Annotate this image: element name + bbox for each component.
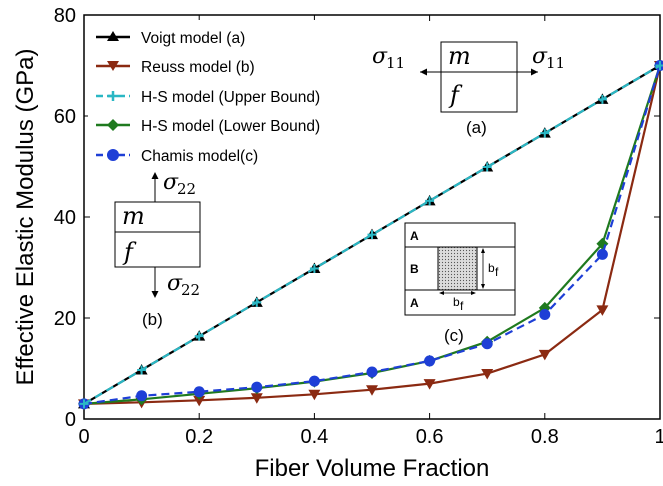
data-point-plus (655, 61, 663, 70)
data-point-triangle-down (596, 305, 609, 316)
y-axis-title: Effective Elastic Modulus (GPa) (12, 48, 39, 385)
legend-label: Voigt model (a) (141, 30, 245, 47)
data-point-circle (539, 308, 551, 320)
inset-c-width-dim-subscript: f (460, 299, 464, 313)
data-point-circle (596, 248, 608, 260)
inset-a-stress-right: σ (532, 44, 548, 69)
legend-marker-circle (107, 149, 119, 161)
inset-c-height-dim-subscript: f (495, 265, 499, 279)
legend-marker-triangle-down (107, 61, 119, 71)
data-point-circle (481, 338, 493, 350)
data-point-triangle-down (423, 379, 436, 390)
y-tick-label: 60 (54, 106, 76, 128)
data-point-plus (79, 399, 89, 409)
x-tick-label: 0.4 (300, 426, 328, 448)
inset-a-caption: (a) (466, 118, 487, 137)
legend-label: Chamis model(c) (141, 148, 258, 165)
inset-b-stress-bottom: σ (167, 271, 183, 296)
inset-b: m f σ 22 σ 22 (b) (114, 170, 201, 329)
x-axis-title: Fiber Volume Fraction (255, 455, 490, 482)
data-point-circle (308, 375, 320, 387)
inset-c: A B A b f b f (c) (404, 222, 516, 345)
data-point-circle (193, 386, 205, 398)
inset-b-matrix-label: m (122, 202, 145, 230)
legend-marker-plus (108, 91, 118, 101)
data-point-circle (366, 366, 378, 378)
inset-c-row-label: B (410, 262, 419, 276)
legend-item-voigt: Voigt model (a) (96, 30, 245, 47)
legend-item-hs-upper: H-S model (Upper Bound) (96, 89, 320, 106)
series-layer (78, 59, 663, 410)
series-line (83, 64, 661, 405)
left-arrow-icon (420, 68, 427, 76)
data-point-plus (194, 331, 204, 341)
inset-b-box (114, 201, 201, 268)
y-tick-label: 80 (54, 5, 76, 27)
data-point-triangle-down (308, 389, 321, 401)
legend-marker-diamond (107, 119, 119, 131)
x-tick-label: 0.6 (416, 426, 444, 448)
data-point-plus (137, 365, 147, 375)
legend-item-hs-lower: H-S model (Lower Bound) (96, 118, 320, 135)
inset-c-height-dim: b (488, 261, 495, 275)
series-2 (79, 61, 663, 409)
data-point-triangle-down (366, 385, 378, 396)
legend-marker-triangle-up (107, 31, 119, 41)
inset-a-box (440, 41, 518, 113)
x-tick-label: 1 (654, 426, 663, 448)
legend-label: H-S model (Lower Bound) (141, 118, 320, 135)
right-arrow-icon (531, 68, 538, 76)
up-arrow-icon (151, 172, 159, 179)
inset-b-caption: (b) (142, 310, 163, 329)
inset-a-matrix-label: m (448, 42, 471, 70)
legend: Voigt model (a) Reuss model (b) H-S mode… (88, 20, 393, 170)
data-point-circle (251, 381, 263, 393)
inset-c-width-dim: b (453, 295, 460, 309)
inset-b-stress-top-subscript: 22 (177, 180, 196, 198)
y-tick-label: 20 (54, 308, 76, 330)
x-tick-label: 0.8 (531, 426, 559, 448)
data-point-circle (424, 355, 436, 367)
y-tick-label: 0 (65, 409, 76, 431)
data-point-plus (309, 264, 319, 274)
x-tick-label: 0.2 (185, 426, 213, 448)
x-tick-label: 0 (78, 426, 89, 448)
y-tick-label: 40 (54, 207, 76, 229)
inset-c-caption: (c) (444, 326, 464, 345)
legend-box (88, 20, 393, 170)
inset-c-fiber (437, 246, 478, 291)
axis-ticks: 0 0.2 0.4 0.6 0.8 1 0 20 40 60 80 (54, 5, 663, 448)
inset-c-row-label: A (410, 229, 419, 243)
data-point-plus (597, 94, 607, 104)
data-point-triangle-down (193, 395, 206, 407)
data-point-plus (482, 162, 492, 172)
inset-b-stress-bottom-subscript: 22 (181, 281, 200, 299)
dimension-arrow-icon (481, 248, 485, 289)
data-point-plus (540, 128, 550, 138)
legend-item-chamis: Chamis model(c) (96, 148, 258, 165)
data-point-triangle-down (250, 393, 263, 404)
inset-c-row-label: A (410, 296, 419, 310)
inset-a-stress-left-subscript: 11 (386, 54, 405, 72)
inset-a: m f σ 11 σ 11 (a) (372, 41, 565, 137)
data-point-triangle-down (538, 349, 551, 361)
down-arrow-icon (151, 291, 159, 298)
inset-b-stress-top: σ (163, 170, 179, 195)
data-point-circle (136, 390, 148, 402)
data-point-plus (252, 297, 262, 307)
legend-item-reuss: Reuss model (b) (96, 59, 255, 76)
data-point-triangle-down (481, 369, 494, 380)
inset-a-stress-left: σ (372, 44, 388, 69)
legend-label: H-S model (Upper Bound) (141, 89, 320, 106)
inset-a-stress-right-subscript: 11 (546, 54, 565, 72)
data-point-plus (367, 230, 377, 240)
legend-label: Reuss model (b) (141, 59, 255, 76)
data-point-plus (425, 196, 435, 206)
